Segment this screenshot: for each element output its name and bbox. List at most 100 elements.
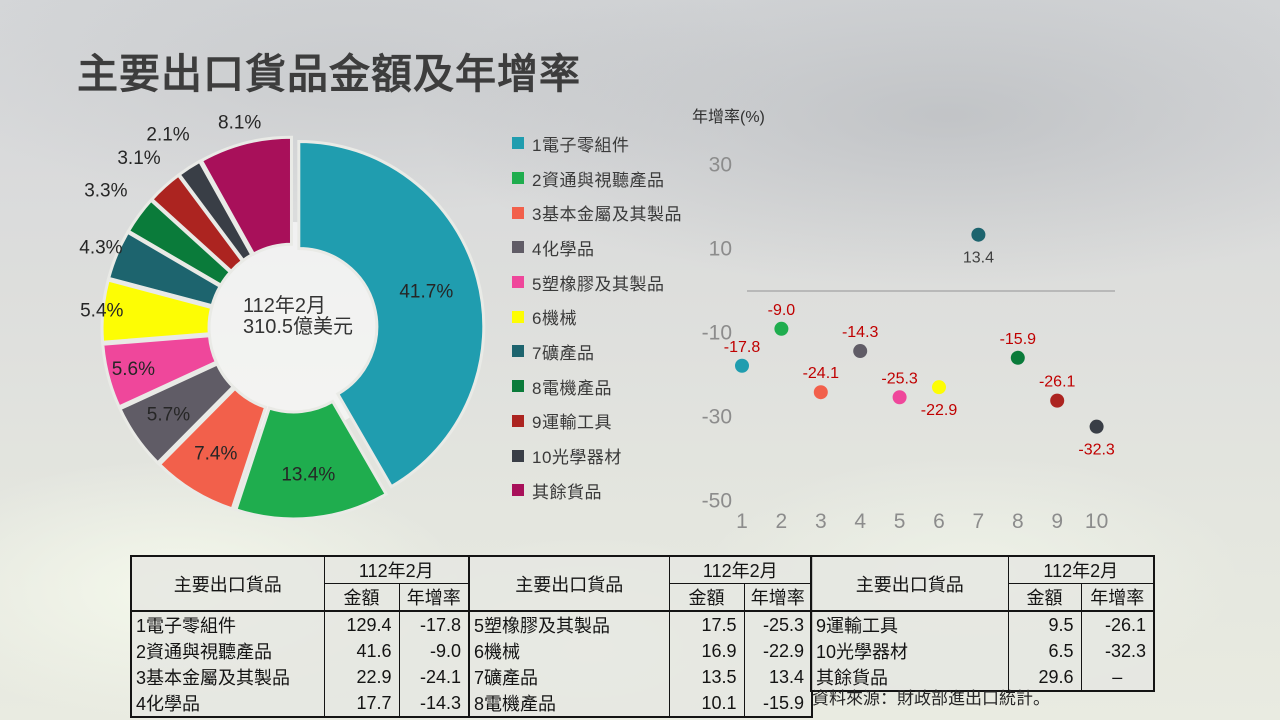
scatter-point-label: 13.4: [963, 250, 994, 267]
scatter-point-label: -14.3: [842, 324, 879, 341]
donut-slice-pct-label: 13.4%: [281, 465, 335, 486]
legend-item-8: 8電機產品: [512, 369, 682, 404]
cell-item-name: 9運輸工具: [810, 611, 1009, 638]
cell-item-name: 其餘貨品: [810, 664, 1009, 691]
col-header-yoy: 年增率: [1080, 583, 1155, 612]
scatter-point-label: -22.9: [921, 402, 958, 419]
donut-slice-pct-label: 7.4%: [194, 444, 237, 465]
donut-slice-1: [297, 139, 486, 489]
legend-color-swatch: [512, 276, 524, 289]
legend-item-11: 其餘貨品: [512, 473, 682, 508]
legend-color-swatch: [512, 172, 524, 185]
scatter-point-label: -25.3: [881, 370, 918, 387]
cell-item-name: 2資通與視聽產品: [130, 638, 325, 664]
legend-item-4: 4化學品: [512, 230, 682, 265]
cell-item-name: 6機械: [468, 638, 670, 664]
col-header-yoy: 年增率: [743, 583, 813, 612]
legend-color-swatch: [512, 380, 524, 393]
cell-item-name: 1電子零組件: [130, 611, 325, 638]
legend: 1電子零組件 2資通與視聽產品 3基本金屬及其製品 4化學品 5塑橡膠及其製品 6機械 7礦…: [512, 126, 682, 508]
y-tick-label: -30: [702, 406, 732, 429]
cell-yoy: -32.3: [1080, 638, 1155, 664]
table-row: 5塑橡膠及其製品 17.5 -25.3: [468, 611, 813, 638]
cell-yoy: -17.8: [398, 611, 470, 638]
scatter-point-label: -15.9: [1000, 331, 1037, 348]
donut-hole: [187, 222, 399, 434]
legend-item-3: 3基本金屬及其製品: [512, 195, 682, 230]
cell-item-name: 10光學器材: [810, 638, 1009, 664]
x-tick-label: 8: [1012, 510, 1024, 533]
cell-yoy: -14.3: [398, 690, 470, 717]
table-row: 8電機產品 10.1 -15.9: [468, 690, 813, 717]
cell-yoy: -22.9: [743, 638, 813, 664]
scatter-chart: 年增率(%) 30 10 -10 -30 -501 2 3 4 5 6 7 8 9 10 -17.8 -9.0 -…: [692, 108, 1115, 533]
scatter-point-label: -26.1: [1039, 374, 1076, 391]
x-tick-label: 2: [776, 510, 788, 533]
x-tick-label: 5: [894, 510, 906, 533]
legend-item-label: 2資通與視聽產品: [532, 170, 665, 190]
donut-slice-pct-label: 4.3%: [79, 238, 122, 259]
cell-item-name: 5塑橡膠及其製品: [468, 611, 670, 638]
donut-slice-pct-label: 3.1%: [117, 148, 160, 169]
col-header-yoy: 年增率: [398, 583, 470, 612]
donut-center-period: 112年2月: [243, 295, 327, 317]
col-header-amount: 金額: [668, 583, 745, 612]
legend-color-swatch: [512, 137, 524, 150]
legend-item-7: 7礦產品: [512, 334, 682, 369]
legend-item-6: 6機械: [512, 299, 682, 334]
donut-slice-3: [157, 386, 268, 511]
col-header-item: 主要出口貨品: [468, 555, 670, 612]
x-tick-label: 9: [1051, 510, 1063, 533]
legend-item-label: 6機械: [532, 309, 577, 329]
scatter-point-2: [774, 321, 789, 336]
cell-yoy: -15.9: [743, 690, 813, 717]
y-tick-label: 10: [709, 238, 732, 261]
cell-item-name: 7礦產品: [468, 664, 670, 690]
col-header-amount: 金額: [323, 583, 400, 612]
legend-item-5: 5塑橡膠及其製品: [512, 265, 682, 300]
legend-color-swatch: [512, 241, 524, 254]
legend-item-label: 7礦產品: [532, 343, 595, 363]
x-tick-label: 4: [854, 510, 866, 533]
col-header-period: 112年2月: [323, 555, 470, 584]
cell-yoy: –: [1080, 664, 1155, 691]
table-row: 1電子零組件 129.4 -17.8: [130, 611, 470, 638]
table-row: 6機械 16.9 -22.9: [468, 638, 813, 664]
cell-amount: 16.9: [668, 638, 745, 664]
legend-color-swatch: [512, 206, 524, 219]
table-row: 3基本金屬及其製品 22.9 -24.1: [130, 664, 470, 690]
legend-item-label: 8電機產品: [532, 378, 612, 398]
donut-slice-pct-label: 5.4%: [80, 300, 123, 321]
scatter-point-1: [735, 358, 749, 373]
legend-color-swatch: [512, 310, 524, 323]
legend-item-label: 4化學品: [532, 239, 595, 259]
table-row: 7礦產品 13.5 13.4: [468, 664, 813, 690]
legend-item-9: 9運輸工具: [512, 404, 682, 439]
legend-color-swatch: [512, 484, 524, 497]
donut-slice-pct-label: 41.7%: [399, 282, 453, 303]
cell-amount: 22.9: [323, 664, 400, 690]
scatter-point-8: [1010, 350, 1025, 365]
x-tick-label: 3: [815, 510, 827, 533]
col-header-item: 主要出口貨品: [810, 555, 1009, 612]
legend-item-label: 1電子零組件: [532, 135, 630, 155]
legend-item-1: 1電子零組件: [512, 126, 682, 161]
export-table-1: 主要出口貨品 112年2月 金額 年增率 1電子零組件 129.4 -17.8 2資通與視聽產…: [130, 555, 470, 718]
cell-yoy: -25.3: [743, 611, 813, 638]
x-tick-label: 7: [973, 510, 985, 533]
cell-amount: 9.5: [1007, 611, 1082, 638]
cell-amount: 17.7: [323, 690, 400, 717]
donut-center-amount: 310.5億美元: [243, 316, 354, 338]
legend-color-swatch: [512, 449, 524, 462]
donut-slice-6: [100, 278, 214, 344]
col-header-period: 112年2月: [668, 555, 813, 584]
cell-amount: 13.5: [668, 664, 745, 690]
cell-item-name: 8電機產品: [468, 690, 670, 717]
legend-item-label: 5塑橡膠及其製品: [532, 274, 665, 294]
legend-color-swatch: [512, 414, 524, 427]
y-tick-label: -50: [702, 490, 732, 513]
cell-amount: 129.4: [323, 611, 400, 638]
legend-item-10: 10光學器材: [512, 438, 682, 473]
cell-item-name: 3基本金屬及其製品: [130, 664, 325, 690]
